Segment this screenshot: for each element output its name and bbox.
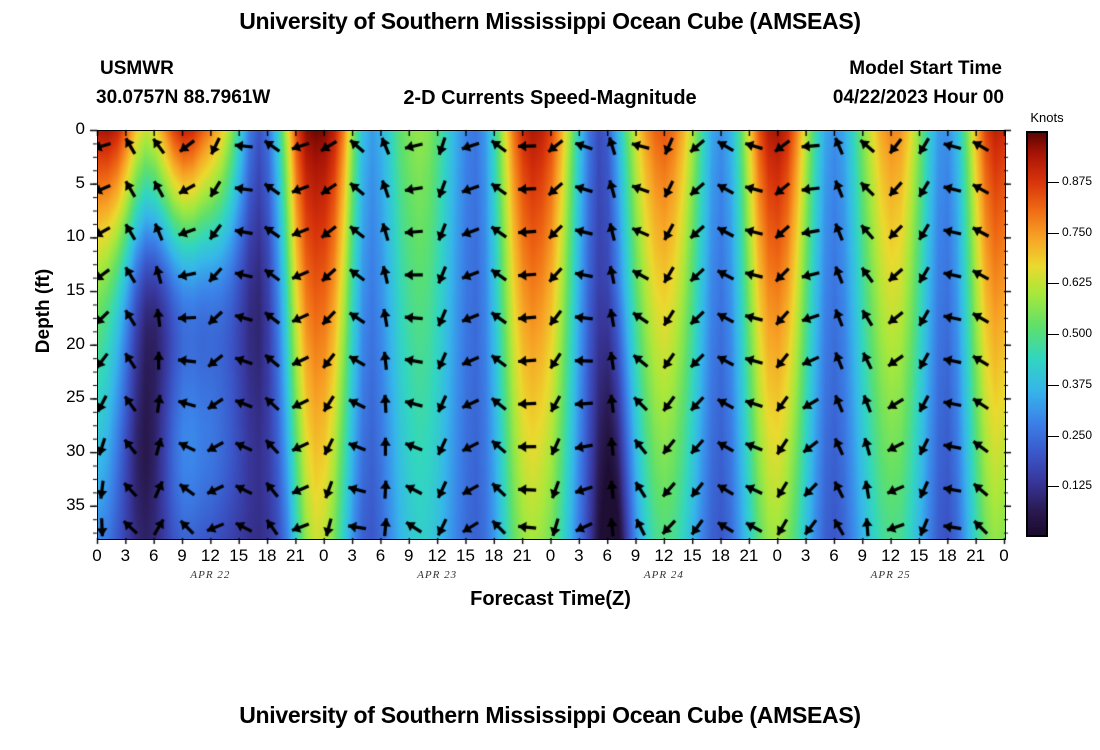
x-axis-tick-label: 0 bbox=[772, 546, 782, 565]
y-axis-tick-label: 35 bbox=[66, 494, 85, 514]
colorbar-tick-label: 0.750 bbox=[1062, 224, 1093, 239]
x-axis-tick-label: 12 bbox=[200, 546, 220, 565]
x-axis-tick-label: 3 bbox=[347, 546, 357, 565]
colorbar-tick-mark bbox=[1048, 283, 1059, 285]
x-axis-tick-label: 21 bbox=[739, 546, 759, 565]
model-start-time-value: 04/22/2023 Hour 00 bbox=[832, 87, 1004, 108]
y-axis-tick-label: 10 bbox=[66, 226, 85, 246]
x-axis-tick-label: 18 bbox=[937, 546, 957, 565]
colorbar-tick-mark bbox=[1048, 232, 1059, 234]
x-axis-tick-label: 15 bbox=[682, 546, 702, 565]
x-axis-tick-label: 12 bbox=[881, 546, 901, 565]
colorbar-tick-mark bbox=[1048, 435, 1059, 437]
y-axis-tick-label: 25 bbox=[66, 387, 85, 407]
y-axis-tick-label: 15 bbox=[66, 280, 85, 300]
colorbar-gradient bbox=[1028, 133, 1046, 535]
colorbar-title: Knots bbox=[1030, 110, 1064, 125]
x-axis-tick-label: 21 bbox=[512, 546, 532, 565]
x-axis-tick-label: 6 bbox=[148, 546, 159, 565]
x-axis-tick-label: 9 bbox=[857, 546, 868, 565]
x-axis-tick-label: 3 bbox=[574, 546, 584, 565]
x-axis-tick-label: 15 bbox=[909, 546, 929, 565]
colorbar bbox=[1026, 131, 1048, 537]
y-axis-tick-label: 5 bbox=[75, 172, 85, 192]
colorbar-tick-mark bbox=[1048, 334, 1059, 335]
colorbar-tick-label: 0.500 bbox=[1062, 326, 1093, 340]
x-axis-tick-label: 0 bbox=[92, 546, 102, 565]
colorbar-tick-label: 0.375 bbox=[1062, 376, 1093, 391]
x-axis-tick-label: 9 bbox=[630, 546, 641, 565]
x-axis-date-label: APR 24 bbox=[643, 569, 684, 581]
x-axis-tick-label: 9 bbox=[404, 546, 414, 565]
x-axis-tick-label: 0 bbox=[545, 546, 556, 565]
y-axis-tick-label: 0 bbox=[75, 119, 85, 138]
x-axis-tick-label: 9 bbox=[177, 546, 187, 565]
colorbar-tick-label: 0.125 bbox=[1062, 478, 1093, 493]
x-axis-tick-label: 6 bbox=[602, 546, 612, 565]
page-title: University of Southern Mississippi Ocean… bbox=[239, 8, 861, 34]
x-axis-tick-label: 0 bbox=[319, 546, 329, 565]
x-axis-date-label: APR 23 bbox=[417, 569, 458, 581]
colorbar-tick-label: 0.875 bbox=[1062, 173, 1093, 188]
colorbar-tick-label: 0.250 bbox=[1062, 427, 1093, 442]
x-axis-tick-label: 3 bbox=[800, 546, 811, 565]
colorbar-tick-mark bbox=[1048, 181, 1059, 183]
x-axis-tick-label: 12 bbox=[427, 546, 447, 565]
x-axis-tick-label: 6 bbox=[829, 546, 839, 565]
y-axis-tick-label: 20 bbox=[66, 333, 85, 353]
x-axis-tick-label: 6 bbox=[375, 546, 386, 565]
colorbar-tick-label: 0.625 bbox=[1062, 275, 1093, 290]
axis-ticks bbox=[60, 110, 1040, 570]
x-axis-tick-label: 15 bbox=[456, 546, 475, 565]
x-axis-tick-label: 3 bbox=[120, 546, 131, 565]
x-axis-date-label: APR 25 bbox=[870, 569, 911, 581]
x-axis-tick-label: 0 bbox=[999, 546, 1009, 565]
station-coordinates: 30.0757N 88.7961W bbox=[96, 87, 271, 108]
x-axis-tick-label: 12 bbox=[654, 546, 674, 565]
x-axis-title: Forecast Time(Z) bbox=[470, 588, 631, 610]
plot-subtitle: 2-D Currents Speed-Magnitude bbox=[403, 87, 697, 109]
y-axis-title: Depth (ft) bbox=[33, 268, 54, 354]
station-id-label: USMWR bbox=[100, 58, 174, 79]
x-axis-tick-label: 21 bbox=[285, 546, 305, 565]
y-axis-tick-label: 30 bbox=[66, 441, 85, 461]
colorbar-tick-mark bbox=[1048, 486, 1059, 488]
colorbar-tick-mark bbox=[1048, 384, 1059, 386]
x-axis-tick-label: 18 bbox=[484, 546, 504, 565]
footer-title: University of Southern Mississippi Ocean… bbox=[239, 702, 861, 728]
x-axis-tick-label: 18 bbox=[257, 546, 277, 565]
x-axis-tick-label: 18 bbox=[711, 546, 731, 565]
x-axis-tick-label: 15 bbox=[229, 546, 249, 565]
model-start-time-label: Model Start Time bbox=[849, 58, 1002, 79]
x-axis-tick-label: 21 bbox=[966, 546, 986, 565]
x-axis-date-label: APR 22 bbox=[190, 569, 231, 581]
